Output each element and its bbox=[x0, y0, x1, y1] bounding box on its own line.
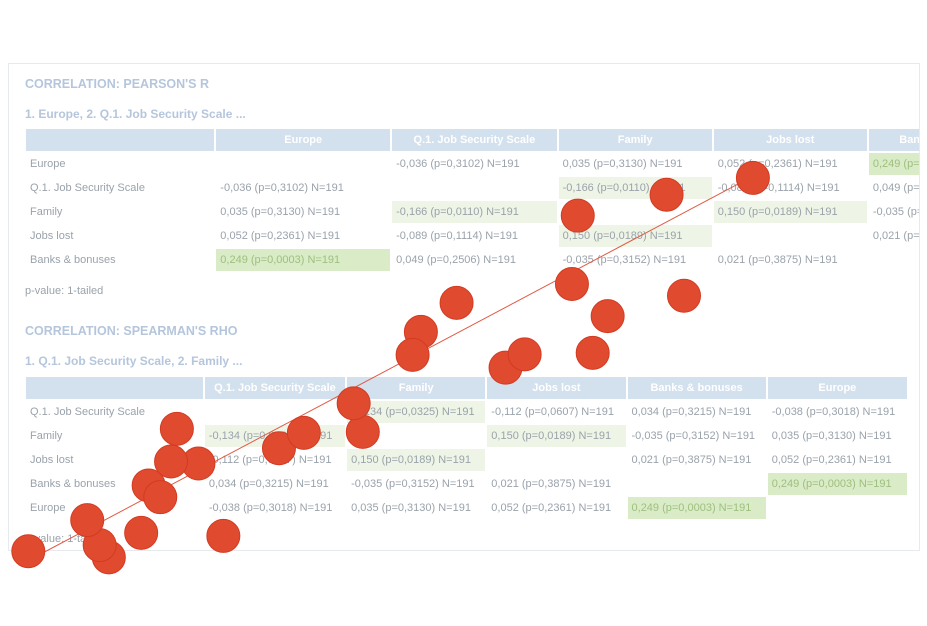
spearman-table-row: Europe -0,038 (p=0,3018) N=191 0,035 (p=0,… bbox=[26, 497, 907, 519]
scatter-point bbox=[439, 285, 474, 320]
scatter-point bbox=[554, 266, 589, 301]
pearson-subtitle: 1. Europe, 2. Q.1. Job Security Scale ..… bbox=[25, 107, 246, 121]
spearman-cell: 0,150 (p=0,0189) N=191 bbox=[347, 449, 486, 471]
pearson-cell: 0,035 (p=0,3130) N=191 bbox=[562, 158, 683, 170]
spearman-row-label: Banks & bonuses bbox=[30, 478, 116, 490]
scatter-point bbox=[667, 278, 701, 313]
pearson-table: Europe Q.1. Job Security Scale Family Jo… bbox=[24, 127, 920, 273]
pearson-cell: -0,036 (p=0,3102) N=191 bbox=[220, 182, 344, 194]
spearman-cell: 0,034 (p=0,3215) N=191 bbox=[631, 406, 752, 418]
spearman-header-cell: Family bbox=[347, 377, 486, 399]
pearson-cell: 0,049 (p=0,2506) N=191 bbox=[396, 254, 516, 266]
pearson-cell: -0,035 (p=0,3152) N=191 bbox=[562, 254, 687, 266]
scatter-point bbox=[395, 337, 430, 372]
pearson-cell: 0,249 (p=0,0003) N=191 bbox=[216, 249, 391, 271]
spearman-table-row: Banks & bonuses 0,034 (p=0,3215) N=191 -0,… bbox=[26, 473, 907, 495]
spearman-cell: 0,035 (p=0,3130) N=191 bbox=[351, 502, 471, 514]
pearson-header-cell: Jobs lost bbox=[713, 129, 867, 151]
scatter-point bbox=[206, 518, 241, 553]
scatter-points bbox=[11, 160, 770, 575]
pearson-cell: -0,166 (p=0,0110) N=191 bbox=[392, 201, 557, 223]
spearman-header-cell: Q.1. Job Security Scale bbox=[204, 377, 346, 399]
pearson-row-label: Family bbox=[30, 206, 63, 218]
spearman-row-label: Q.1. Job Security Scale bbox=[30, 406, 145, 418]
pearson-cell: 0,249 (p=0,0003) N=191 bbox=[868, 153, 919, 175]
scatter-point bbox=[286, 415, 321, 450]
pearson-cell: -0,036 (p=0,3102) N=191 bbox=[396, 158, 520, 170]
spearman-header-row: Q.1. Job Security Scale Family Jobs lost… bbox=[26, 377, 907, 399]
spearman-cell: -0,112 (p=0,0607) N=191 bbox=[491, 406, 615, 418]
pearson-header-cell: Europe bbox=[216, 129, 391, 151]
spearman-subtitle: 1. Q.1. Job Security Scale, 2. Family ..… bbox=[25, 354, 243, 368]
spearman-table-row: Q.1. Job Security Scale -0,134 (p=0,0325)… bbox=[26, 401, 907, 423]
spearman-cell: 0,249 (p=0,0003) N=191 bbox=[767, 473, 907, 495]
scatter-point bbox=[649, 177, 684, 212]
scatter-point bbox=[261, 431, 296, 466]
spearman-cell: 0,150 (p=0,0189) N=191 bbox=[487, 425, 626, 447]
pearson-cell: 0,052 (p=0,2361) N=191 bbox=[220, 230, 341, 242]
pearson-cell: -0,035 (p=0,3152) N=191 bbox=[872, 206, 919, 218]
spearman-cell: -0,038 (p=0,3018) N=191 bbox=[771, 406, 896, 418]
scatter-point bbox=[575, 335, 610, 370]
pearson-header-corner bbox=[26, 129, 215, 151]
scatter-point bbox=[507, 337, 542, 372]
spearman-cell: 0,021 (p=0,3875) N=191 bbox=[631, 454, 752, 466]
scatter-point bbox=[345, 414, 380, 449]
pearson-cell: 0,150 (p=0,0189) N=191 bbox=[713, 201, 867, 223]
spearman-cell: 0,034 (p=0,3215) N=191 bbox=[208, 478, 329, 490]
spearman-row-label: Europe bbox=[30, 502, 66, 514]
spearman-row-label: Jobs lost bbox=[30, 454, 74, 466]
pearson-cell: 0,049 (p=0,2506) N=191 bbox=[872, 182, 920, 194]
scatter-point bbox=[336, 386, 371, 421]
pearson-cell: 0,035 (p=0,3130) N=191 bbox=[220, 206, 341, 218]
spearman-cell: 0,035 (p=0,3130) N=191 bbox=[771, 430, 892, 442]
pearson-header-cell: Q.1. Job Security Scale bbox=[392, 129, 557, 151]
spearman-header-cell: Jobs lost bbox=[487, 377, 626, 399]
scatter-point bbox=[159, 411, 194, 446]
scatter-point bbox=[154, 444, 189, 479]
pearson-row-label: Q.1. Job Security Scale bbox=[30, 182, 145, 194]
trendline bbox=[19, 183, 739, 566]
pearson-header-cell: Family bbox=[558, 129, 712, 151]
pearson-footnote: p-value: 1-tailed bbox=[25, 285, 104, 297]
spearman-cell: -0,134 (p=0,0325) N=191 bbox=[347, 401, 486, 423]
scatter-point bbox=[590, 299, 625, 334]
scatter-point bbox=[735, 160, 770, 195]
spearman-header-cell: Europe bbox=[767, 377, 907, 399]
spearman-row-label: Family bbox=[30, 430, 63, 442]
pearson-cell: 0,021 (p=0,3875) N=191 bbox=[717, 254, 838, 266]
spearman-cell: -0,035 (p=0,3152) N=191 bbox=[351, 478, 475, 490]
pearson-title: CORRELATION: PEARSON'S R bbox=[25, 77, 209, 91]
pearson-header-cell: Banks & bonuses bbox=[868, 129, 919, 151]
pearson-table-row: Banks & bonuses 0,249 (p=0,0003) N=191 0,0… bbox=[26, 249, 919, 271]
scatter-point bbox=[560, 198, 595, 233]
spearman-cell: 0,021 (p=0,3875) N=191 bbox=[491, 478, 612, 490]
scatter-point bbox=[70, 503, 105, 538]
spearman-cell: -0,035 (p=0,3152) N=191 bbox=[631, 430, 756, 442]
pearson-cell: 0,021 (p=0,3875) N=191 bbox=[872, 230, 920, 242]
scatter-point bbox=[124, 515, 159, 550]
pearson-row-label: Jobs lost bbox=[30, 230, 74, 242]
pearson-row-label: Banks & bonuses bbox=[30, 254, 116, 266]
scatter-point bbox=[11, 534, 46, 569]
scatter-point bbox=[143, 480, 178, 515]
pearson-table-row: Family 0,035 (p=0,3130) N=191 -0,166 (p=0,… bbox=[26, 201, 919, 223]
spearman-header-corner bbox=[26, 377, 203, 399]
spearman-title: CORRELATION: SPEARMAN'S RHO bbox=[25, 324, 238, 338]
spearman-table: Q.1. Job Security Scale Family Jobs lost… bbox=[24, 375, 909, 521]
pearson-cell: -0,089 (p=0,1114) N=191 bbox=[396, 230, 519, 242]
pearson-row-label: Europe bbox=[30, 158, 66, 170]
pearson-header-row: Europe Q.1. Job Security Scale Family Jo… bbox=[26, 129, 919, 151]
spearman-header-cell: Banks & bonuses bbox=[627, 377, 766, 399]
spearman-cell: 0,052 (p=0,2361) N=191 bbox=[491, 502, 612, 514]
pearson-table-row: Jobs lost 0,052 (p=0,2361) N=191 -0,089 (p… bbox=[26, 225, 920, 247]
pearson-cell: 0,150 (p=0,0189) N=191 bbox=[558, 225, 712, 247]
spearman-cell: 0,052 (p=0,2361) N=191 bbox=[771, 454, 892, 466]
spearman-cell: 0,249 (p=0,0003) N=191 bbox=[627, 497, 766, 519]
spearman-cell: -0,038 (p=0,3018) N=191 bbox=[208, 502, 333, 514]
